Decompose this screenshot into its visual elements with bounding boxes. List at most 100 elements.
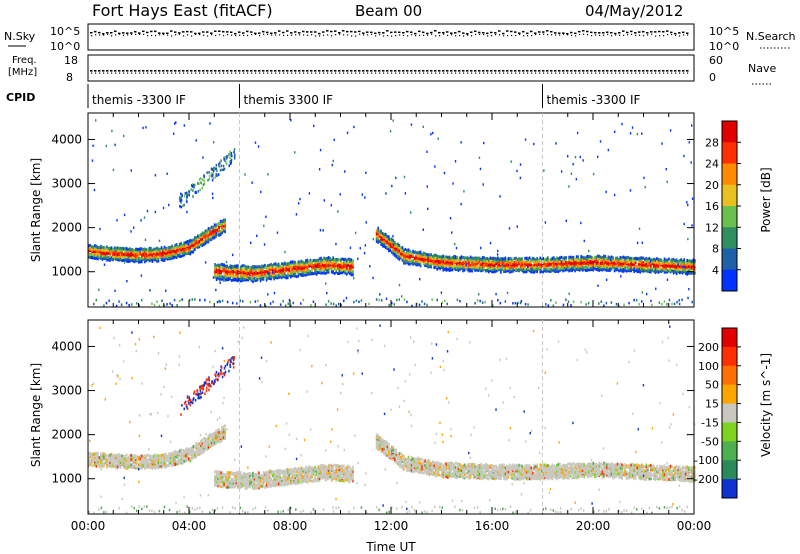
rti-cell bbox=[157, 455, 160, 459]
nave-point bbox=[287, 72, 289, 74]
rti-cell bbox=[494, 259, 496, 263]
rti-cell bbox=[100, 248, 102, 252]
nsky-label: N.Sky bbox=[4, 30, 36, 43]
rti-cell bbox=[540, 262, 543, 266]
freq-point bbox=[490, 70, 493, 72]
rti-cell bbox=[116, 457, 119, 461]
rti-cell bbox=[397, 249, 399, 253]
rti-cell bbox=[578, 261, 581, 265]
rti-cell bbox=[335, 262, 338, 266]
freq-point bbox=[242, 70, 245, 72]
freq-point bbox=[102, 70, 105, 72]
nave-point bbox=[643, 72, 645, 74]
rti-cell bbox=[487, 265, 490, 269]
rti-cell bbox=[657, 270, 660, 274]
rti-cell bbox=[174, 243, 176, 247]
rti-cell bbox=[114, 143, 116, 147]
nave-point bbox=[407, 72, 409, 74]
rti-cell bbox=[601, 258, 604, 262]
rti-cell bbox=[180, 243, 183, 247]
nsearch-point bbox=[187, 34, 189, 36]
rti-cell bbox=[613, 263, 616, 267]
rti-cell bbox=[142, 252, 145, 256]
nsky-point bbox=[390, 31, 393, 34]
rti-cell bbox=[572, 259, 575, 263]
nsky-point bbox=[242, 32, 245, 34]
rti-cell bbox=[651, 262, 654, 266]
nave-point bbox=[119, 72, 121, 74]
rti-cell bbox=[454, 255, 457, 259]
rti-cell bbox=[446, 302, 449, 306]
rti-cell bbox=[662, 263, 664, 267]
nsearch-point bbox=[671, 33, 673, 36]
rti-cell bbox=[621, 262, 623, 266]
rti-cell bbox=[645, 262, 648, 266]
nsearch-point bbox=[479, 33, 481, 35]
rti-cell bbox=[134, 466, 137, 470]
rti-cell bbox=[103, 245, 105, 249]
rti-cell bbox=[285, 264, 288, 268]
rti-cell bbox=[236, 275, 239, 279]
rti-cell bbox=[380, 231, 382, 235]
rti-cell bbox=[480, 269, 482, 273]
rti-cell bbox=[577, 255, 579, 259]
rti-cell bbox=[218, 268, 221, 272]
nave-point bbox=[679, 72, 681, 74]
rti-cell bbox=[263, 243, 266, 246]
rti-cell bbox=[578, 258, 581, 262]
rti-cell bbox=[536, 259, 539, 263]
freq-point bbox=[658, 70, 661, 72]
rti-cell bbox=[95, 461, 98, 465]
rti-cell bbox=[154, 247, 157, 251]
rti-cell bbox=[452, 182, 454, 185]
rti-cell bbox=[407, 262, 410, 266]
nave-point bbox=[495, 72, 497, 74]
rti-cell bbox=[352, 265, 354, 269]
nave-point bbox=[451, 72, 453, 74]
rti-cell bbox=[621, 258, 623, 262]
rti-cell bbox=[489, 263, 492, 267]
rti-cell bbox=[219, 221, 222, 225]
nave-point bbox=[443, 72, 445, 74]
rti-cell bbox=[219, 229, 222, 233]
rti-cell bbox=[547, 258, 549, 262]
rti-cell bbox=[246, 274, 248, 278]
rti-cell bbox=[214, 265, 216, 269]
rti-cell bbox=[628, 267, 631, 271]
rti-cell bbox=[586, 256, 589, 260]
rti-cell bbox=[214, 273, 216, 277]
rti-cell bbox=[656, 263, 658, 267]
rti-cell bbox=[557, 257, 560, 261]
rti-cell bbox=[226, 300, 229, 304]
rti-cell bbox=[495, 266, 498, 270]
rti-cell bbox=[630, 264, 632, 268]
rti-cell bbox=[139, 466, 142, 470]
rti-cell bbox=[153, 303, 156, 307]
rti-cell bbox=[343, 267, 345, 271]
rti-cell bbox=[105, 301, 108, 305]
rti-cell bbox=[419, 255, 422, 259]
nsky-point bbox=[90, 31, 93, 34]
freq-point bbox=[430, 70, 433, 72]
rti-cell bbox=[527, 257, 529, 261]
rti-cell bbox=[654, 262, 657, 266]
rti-cell bbox=[306, 258, 309, 262]
rti-cell bbox=[197, 243, 199, 247]
rti-cell bbox=[124, 454, 126, 458]
rti-cell bbox=[569, 262, 572, 266]
rti-cell bbox=[589, 266, 592, 270]
rti-cell bbox=[494, 262, 496, 266]
rti-cell bbox=[236, 264, 239, 268]
rti-cell bbox=[145, 460, 148, 464]
rti-cell bbox=[638, 302, 640, 306]
rti-cell bbox=[119, 250, 122, 254]
rti-cell bbox=[254, 141, 257, 144]
freq-point bbox=[182, 70, 185, 72]
rti-cell bbox=[517, 301, 519, 305]
rti-cell bbox=[531, 256, 534, 260]
nave-point bbox=[123, 72, 125, 74]
rti-cell bbox=[636, 267, 639, 271]
nsearch-point bbox=[443, 33, 445, 35]
rti-cell bbox=[692, 264, 695, 268]
rti-cell bbox=[404, 260, 407, 264]
